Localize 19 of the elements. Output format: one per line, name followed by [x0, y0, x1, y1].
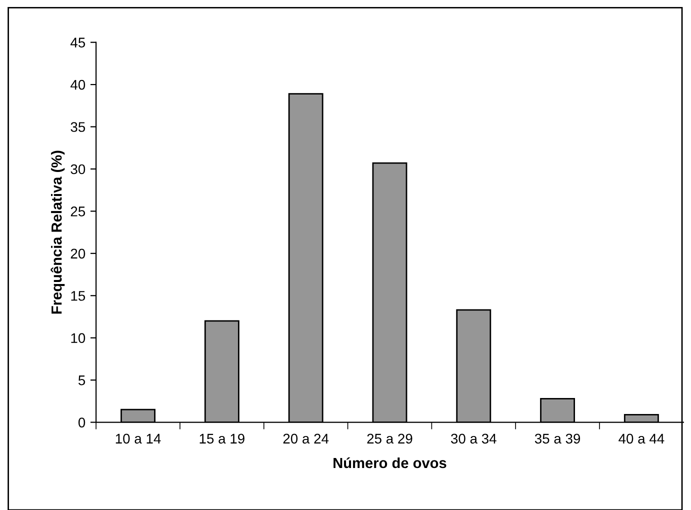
y-tick-label: 30 — [70, 164, 86, 174]
x-tick-label: 20 a 24 — [283, 434, 329, 444]
x-tick-label: 30 a 34 — [450, 434, 496, 444]
x-axis-title: Número de ovos — [334, 457, 446, 468]
y-tick-label: 35 — [70, 122, 86, 132]
y-tick-label: 45 — [70, 38, 86, 48]
y-tick-label: 15 — [71, 291, 86, 301]
x-tick-label: 15 a 19 — [200, 434, 244, 444]
y-tick-label: 40 — [70, 80, 86, 90]
x-tick-label: 40 a 44 — [618, 434, 664, 444]
y-tick-label: 10 — [71, 333, 86, 344]
y-tick-label: 25 — [70, 206, 86, 216]
x-tick-label: 25 a 29 — [367, 434, 412, 444]
x-tick-label: 10 a 14 — [116, 434, 161, 444]
y-tick-label: 0 — [78, 418, 86, 428]
y-tick-label: 5 — [78, 376, 86, 386]
y-tick-label: 20 — [70, 248, 86, 259]
y-axis-title: Frequência Relativa (%) — [50, 150, 65, 314]
x-tick-label: 35 a 39 — [534, 434, 580, 444]
